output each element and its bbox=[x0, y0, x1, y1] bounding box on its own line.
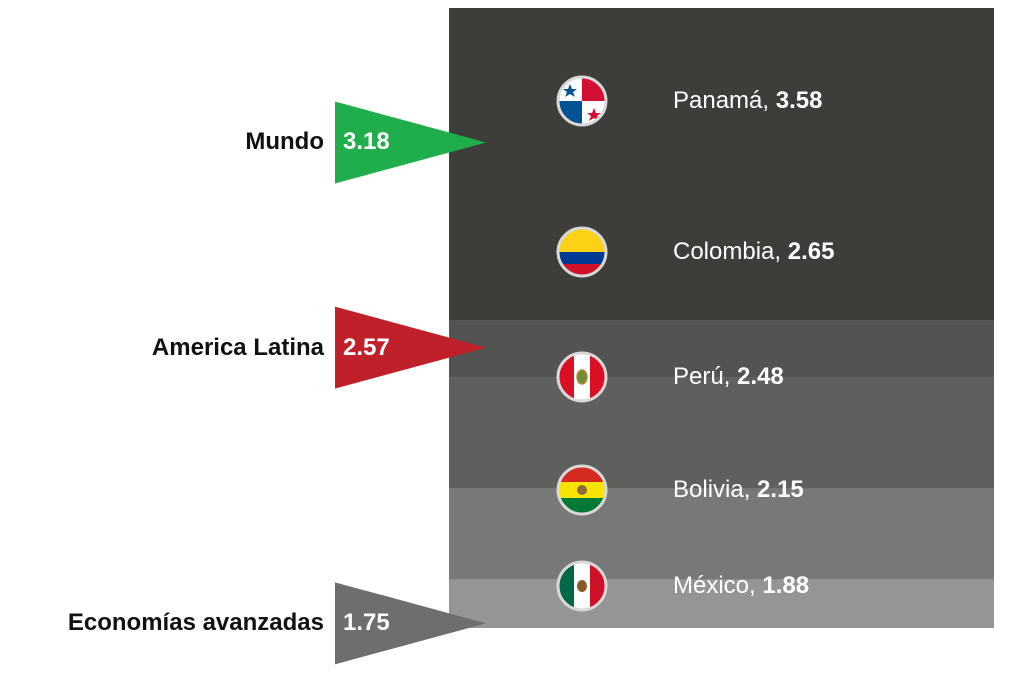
country-name: Bolivia bbox=[673, 476, 744, 503]
country-name: Colombia bbox=[673, 238, 775, 265]
peru-flag-icon bbox=[556, 351, 608, 403]
bar-bolivia bbox=[449, 488, 994, 580]
bar-label: Colombia, 2.65 bbox=[673, 238, 835, 265]
bar-label: Panamá, 3.58 bbox=[673, 87, 823, 114]
benchmark-value: 3.18 bbox=[343, 128, 390, 156]
data-label: 1.88 bbox=[762, 572, 810, 599]
benchmark-pointers bbox=[335, 101, 486, 665]
bar-colombia bbox=[449, 320, 994, 378]
data-label: 2.65 bbox=[787, 238, 835, 265]
colombia-flag-icon bbox=[556, 226, 608, 278]
bar-label: Perú, 2.48 bbox=[673, 363, 784, 390]
mexico-flag-icon bbox=[556, 560, 608, 612]
panama-flag-icon bbox=[556, 75, 608, 127]
bar-panam bbox=[449, 8, 994, 321]
bolivia-flag-icon bbox=[556, 464, 608, 516]
flag-icons bbox=[556, 75, 608, 612]
data-label: 3.58 bbox=[775, 87, 823, 114]
data-label: 2.48 bbox=[737, 363, 784, 390]
benchmark-name: Economías avanzadas bbox=[67, 609, 324, 637]
country-name: Perú bbox=[673, 363, 724, 390]
country-name: Panamá bbox=[673, 87, 763, 114]
country-name: México bbox=[673, 572, 750, 599]
bar-per bbox=[449, 377, 994, 489]
benchmark-pointer-econom-as-avanzadas bbox=[335, 582, 486, 665]
value-bands bbox=[449, 8, 994, 628]
benchmark-pointer-mundo bbox=[335, 101, 486, 184]
benchmark-pointer-america-latina bbox=[335, 306, 486, 389]
benchmark-value: 1.75 bbox=[343, 609, 390, 637]
benchmark-name: America Latina bbox=[151, 333, 324, 361]
bar-label: México, 1.88 bbox=[673, 572, 810, 599]
bar-label: Bolivia, 2.15 bbox=[673, 476, 804, 503]
data-label: 2.15 bbox=[757, 476, 804, 503]
benchmark-name: Mundo bbox=[245, 128, 324, 156]
bar-mxico bbox=[449, 579, 994, 628]
benchmark-value: 2.57 bbox=[343, 333, 390, 361]
